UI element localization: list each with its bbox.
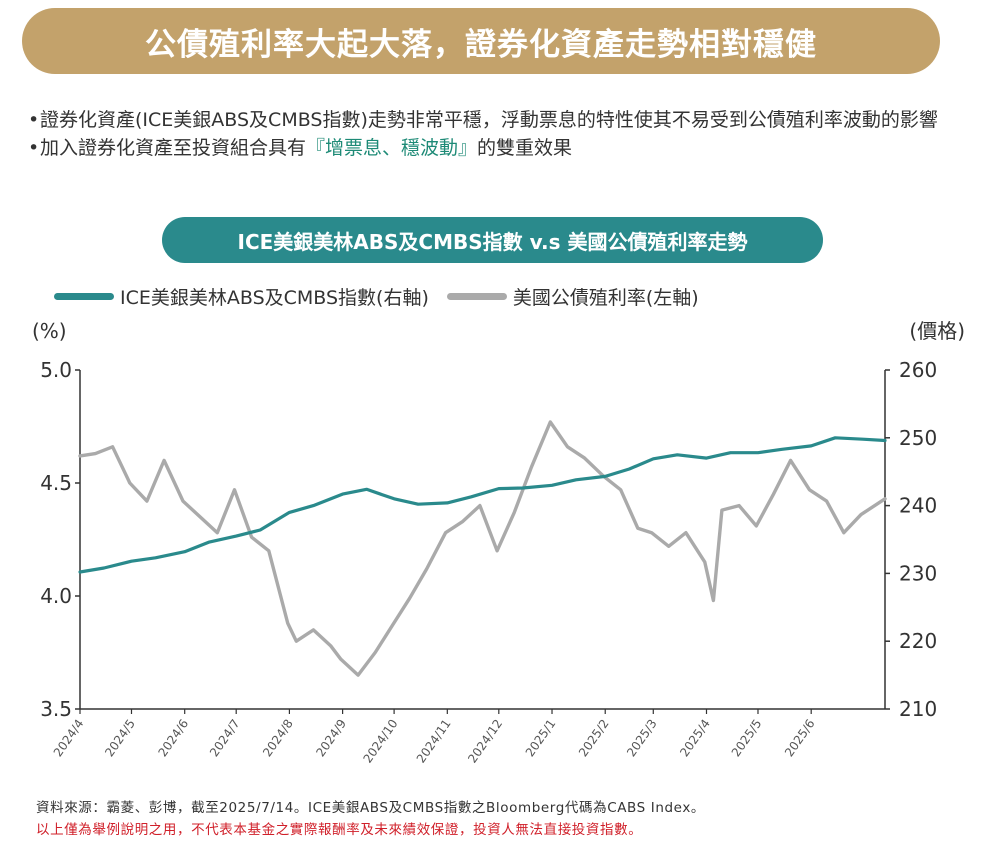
bullet-item-2: 加入證券化資產至投資組合具有『增票息、穩波動』的雙重效果 [28, 134, 968, 162]
x-tick-label: 2025/6 [782, 717, 818, 760]
disclaimer-note: 以上僅為舉例說明之用，不代表本基金之實際報酬率及未來績效保證，投資人無法直接投資… [36, 822, 643, 838]
right-tick-label: 260 [899, 358, 937, 382]
bullet-2-text-pre: 加入證券化資產至投資組合具有 [40, 137, 307, 159]
legend-item-yield: 美國公債殖利率(左軸) [446, 283, 699, 310]
legend-item-abs: ICE美銀美林ABS及CMBS指數(右軸) [54, 283, 429, 310]
chart-title: ICE美銀美林ABS及CMBS指數 v.s 美國公債殖利率走勢 [237, 229, 748, 254]
legend-swatch-yield [446, 292, 507, 300]
left-tick-label: 4.5 [40, 471, 72, 495]
x-tick-label: 2024/7 [207, 717, 243, 760]
x-tick-label: 2025/4 [677, 717, 713, 760]
bullet-2-highlight: 『增票息、穩波動』 [306, 137, 478, 159]
bullet-2-text-post: 的雙重效果 [477, 137, 573, 159]
legend-label-yield: 美國公債殖利率(左軸) [512, 286, 699, 309]
x-tick-label: 2024/6 [155, 717, 191, 760]
x-tick-label: 2025/3 [624, 717, 660, 760]
chart-legend: ICE美銀美林ABS及CMBS指數(右軸) 美國公債殖利率(左軸) [54, 282, 717, 310]
bullet-item-1: 證券化資產(ICE美銀ABS及CMBS指數)走勢非常平穩，浮動票息的特性使其不易… [28, 106, 968, 134]
page-title-banner: 公債殖利率大起大落，證券化資產走勢相對穩健 [22, 8, 940, 74]
legend-label-abs: ICE美銀美林ABS及CMBS指數(右軸) [120, 286, 429, 309]
x-tick-label: 2024/10 [360, 717, 400, 766]
page-title: 公債殖利率大起大落，證券化資產走勢相對穩健 [145, 26, 817, 63]
right-tick-label: 230 [899, 561, 937, 585]
x-tick-label: 2024/9 [313, 717, 349, 760]
right-tick-label: 210 [899, 697, 937, 721]
x-tick-label: 2025/2 [576, 717, 612, 760]
right-axis-unit: (價格) [909, 319, 965, 343]
left-tick-label: 5.0 [40, 358, 72, 382]
x-tick-label: 2024/12 [465, 717, 505, 766]
series-line-treasury-yield [78, 420, 887, 677]
x-tick-label: 2025/1 [523, 717, 559, 760]
x-tick-label: 2024/4 [51, 717, 87, 760]
left-tick-label: 3.5 [40, 697, 72, 721]
chart-series [78, 420, 887, 677]
x-tick-label: 2025/5 [729, 717, 765, 760]
chart-title-banner: ICE美銀美林ABS及CMBS指數 v.s 美國公債殖利率走勢 [162, 217, 823, 263]
right-tick-label: 220 [899, 629, 937, 653]
left-tick-label: 4.0 [40, 584, 72, 608]
left-axis-unit: (%) [32, 319, 67, 343]
series-line-abs-index [78, 436, 887, 574]
data-source-note: 資料來源：霸菱、彭博，截至2025/7/14。ICE美銀ABS及CMBS指數之B… [36, 800, 706, 816]
legend-swatch-abs [54, 292, 114, 300]
x-tick-label: 2024/8 [260, 717, 296, 760]
bullet-list: 證券化資產(ICE美銀ABS及CMBS指數)走勢非常平穩，浮動票息的特性使其不易… [28, 106, 968, 162]
right-tick-label: 250 [899, 426, 937, 450]
right-tick-label: 240 [899, 494, 937, 518]
x-tick-label: 2024/5 [102, 717, 138, 760]
chart-axes: (%) (價格) 5.0 4.5 4.0 3.5 260 250 240 230 220 210 202… [32, 319, 965, 766]
x-tick-label: 2024/11 [414, 717, 454, 766]
